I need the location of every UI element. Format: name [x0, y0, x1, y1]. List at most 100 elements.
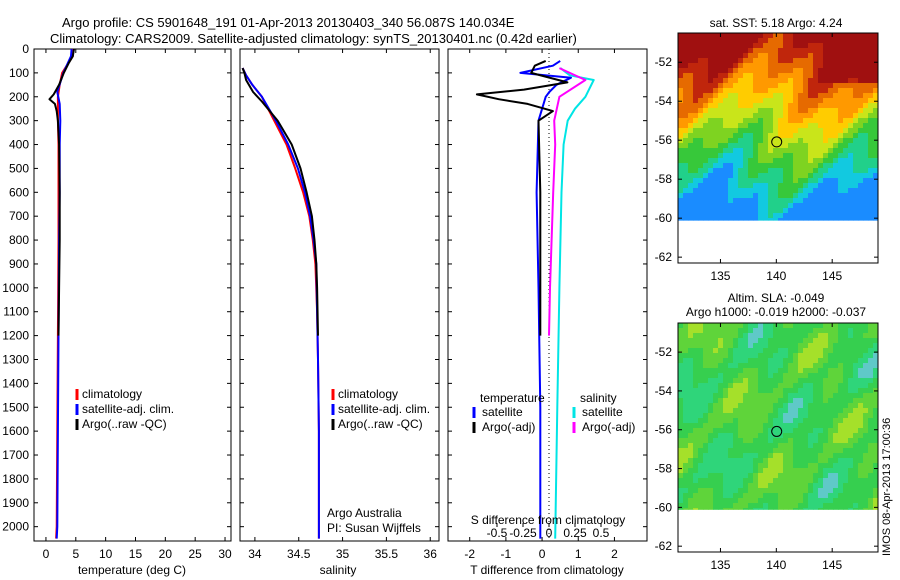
map-cell	[738, 403, 744, 409]
map-cell	[793, 108, 799, 114]
map-cell	[773, 103, 779, 109]
map-cell	[683, 383, 689, 389]
map-cell	[828, 408, 834, 414]
map-cell	[823, 88, 829, 94]
map-cell	[763, 108, 769, 114]
map-cell	[713, 413, 719, 419]
legend-label: satellite-adj. clim.	[338, 402, 430, 416]
map-cell	[848, 163, 854, 169]
map-cell	[683, 368, 689, 374]
map-cell	[708, 113, 714, 119]
map-cell	[778, 333, 784, 339]
map-cell	[788, 63, 794, 69]
map-cell	[853, 88, 859, 94]
map-cell	[738, 413, 744, 419]
map-cell	[813, 198, 819, 204]
map-cell	[753, 408, 759, 414]
map-cell	[773, 503, 779, 509]
map-cell	[728, 148, 734, 154]
map-cell	[723, 123, 729, 129]
map-cell	[683, 38, 689, 44]
map-cell	[833, 163, 839, 169]
map-cell	[858, 388, 864, 394]
map-cell	[713, 208, 719, 214]
map-cell	[733, 48, 739, 54]
map-cell	[748, 103, 754, 109]
map-cell	[728, 73, 734, 79]
map-cell	[733, 198, 739, 204]
map-cell	[833, 353, 839, 359]
map-cell	[738, 78, 744, 84]
map-cell	[803, 68, 809, 74]
map-cell	[803, 448, 809, 454]
map-cell	[758, 363, 764, 369]
map-cell	[858, 218, 864, 221]
map-cell	[858, 448, 864, 454]
map-cell	[763, 218, 769, 221]
map-cell	[698, 328, 704, 334]
map-cell	[698, 48, 704, 54]
map-cell	[713, 393, 719, 399]
map-cell	[683, 218, 689, 221]
map-cell	[698, 63, 704, 69]
map-cell	[818, 123, 824, 129]
map-cell	[873, 423, 879, 429]
map-cell	[873, 188, 879, 194]
map-cell	[693, 213, 699, 219]
x-tick-label: 36	[424, 547, 438, 561]
map-cell	[828, 103, 834, 109]
map-cell	[818, 488, 824, 494]
map-cell	[798, 433, 804, 439]
map-cell	[743, 98, 749, 104]
map-cell	[763, 348, 769, 354]
map-cell	[688, 128, 694, 134]
map-cell	[873, 478, 879, 484]
map-cell	[728, 323, 734, 329]
map-cell	[703, 363, 709, 369]
map-cell	[758, 433, 764, 439]
map-cell	[823, 358, 829, 364]
map-cell	[758, 463, 764, 469]
map-cell	[683, 153, 689, 159]
map-cell	[693, 498, 699, 504]
map-cell	[758, 323, 764, 329]
map-cell	[753, 478, 759, 484]
map-cell	[698, 83, 704, 89]
map-cell	[843, 93, 849, 99]
map-cell	[743, 113, 749, 119]
map-cell	[858, 98, 864, 104]
sla-map-panel: Altim. SLA: -0.049 Argo h1000: -0.019 h2…	[655, 291, 879, 572]
map-cell	[718, 208, 724, 214]
map-cell	[818, 88, 824, 94]
map-cell	[788, 218, 794, 221]
map-cell	[743, 393, 749, 399]
map-cell	[753, 368, 759, 374]
map-cell	[733, 208, 739, 214]
map-cell	[818, 43, 824, 49]
map-cell	[683, 138, 689, 144]
difference-x-ticks: -2 -1 0 1 2	[464, 49, 618, 561]
map-cell	[703, 163, 709, 169]
map-x-tick-label: 145	[822, 558, 842, 572]
map-cell	[783, 68, 789, 74]
map-cell	[778, 138, 784, 144]
map-cell	[848, 393, 854, 399]
map-cell	[708, 348, 714, 354]
map-cell	[803, 498, 809, 504]
map-cell	[678, 73, 684, 79]
map-cell	[743, 183, 749, 189]
map-cell	[823, 98, 829, 104]
map-cell	[778, 218, 784, 221]
map-cell	[858, 393, 864, 399]
sst-map-frame	[677, 32, 879, 264]
map-cell	[708, 133, 714, 139]
map-cell	[688, 143, 694, 149]
map-cell	[738, 103, 744, 109]
map-cell	[778, 498, 784, 504]
map-cell	[718, 393, 724, 399]
map-cell	[788, 33, 794, 39]
map-cell	[778, 423, 784, 429]
map-cell	[793, 143, 799, 149]
map-cell	[793, 373, 799, 379]
map-cell	[688, 348, 694, 354]
